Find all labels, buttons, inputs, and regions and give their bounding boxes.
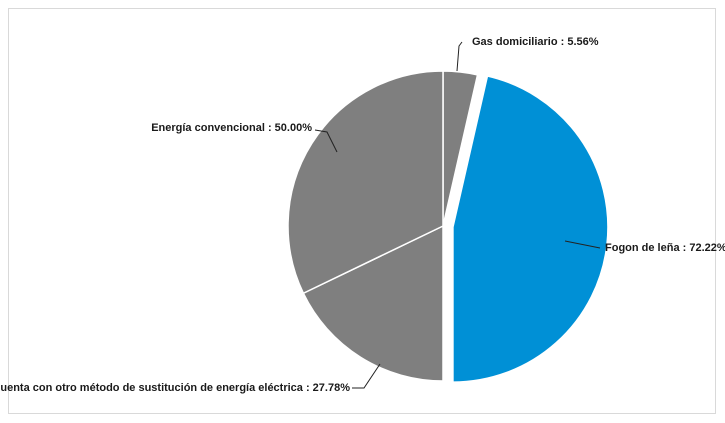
leader-line-1 (564, 240, 601, 249)
slice-label-0: Gas domiciliario : 5.56% (472, 36, 599, 48)
pie-slice-3 (287, 70, 444, 295)
leader-line-3 (314, 129, 338, 153)
pie-slice-1 (452, 75, 609, 383)
leader-line-2 (352, 363, 381, 389)
pie-slice-2 (302, 224, 444, 382)
slice-label-2: No cuenta con otro método de sustitución… (0, 382, 350, 394)
leader-line-0 (456, 41, 463, 72)
slice-label-1: Fogon de leña : 72.22% (605, 242, 725, 254)
slice-label-3: Energía convencional : 50.00% (151, 122, 312, 134)
